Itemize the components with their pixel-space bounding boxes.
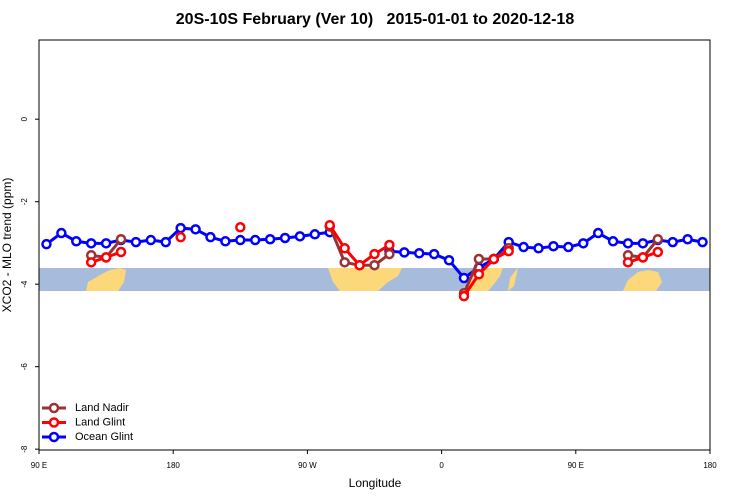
- x-tick-label: 90 E: [568, 461, 584, 470]
- data-point: [175, 231, 186, 243]
- data-point: [458, 272, 470, 284]
- x-tick-label: 90 E: [31, 461, 47, 470]
- data-point: [652, 233, 664, 245]
- data-point: [130, 236, 142, 248]
- data-point: [71, 236, 82, 247]
- data-point: [160, 236, 171, 248]
- data-point: [100, 238, 112, 249]
- legend-label: Land Glint: [75, 416, 125, 428]
- data-point: [533, 243, 544, 254]
- data-point: [205, 231, 216, 243]
- legend-marker: [48, 402, 60, 414]
- data-point: [100, 252, 112, 263]
- x-tick-label: 180: [703, 461, 717, 470]
- data-point: [235, 234, 246, 246]
- data-point: [458, 290, 470, 302]
- data-point: [115, 246, 127, 258]
- land-shape: [328, 268, 402, 291]
- y-tick-label: -2: [20, 198, 29, 206]
- plot-frame: [38, 39, 711, 451]
- legend-marker: [48, 417, 60, 428]
- data-point: [264, 233, 276, 245]
- data-point: [175, 222, 186, 234]
- data-point: [607, 236, 619, 247]
- data-point: [503, 245, 514, 257]
- data-point: [294, 231, 306, 242]
- data-point: [85, 257, 97, 268]
- y-tick-label: -8: [20, 445, 29, 453]
- data-point: [563, 241, 574, 253]
- data-point: [413, 247, 425, 259]
- data-point: [309, 229, 321, 240]
- x-axis-label: Longitude: [349, 476, 402, 490]
- data-point: [548, 240, 559, 252]
- data-point: [339, 257, 350, 268]
- x-tick-label: 180: [167, 461, 181, 470]
- chart-title: 20S-10S February (Ver 10) 2015-01-01 to …: [176, 11, 575, 28]
- legend-marker: [48, 431, 60, 443]
- data-point: [384, 248, 395, 260]
- data-point: [622, 257, 634, 268]
- data-point: [279, 232, 291, 244]
- data-point: [220, 236, 231, 247]
- data-point: [473, 253, 485, 265]
- data-point: [145, 234, 157, 246]
- data-point: [428, 248, 440, 260]
- data-point: [682, 233, 693, 245]
- map-band: [39, 268, 710, 291]
- data-point: [697, 236, 708, 248]
- y-tick-label: -6: [20, 363, 29, 371]
- data-point: [369, 259, 380, 271]
- y-tick-label: -4: [20, 280, 29, 288]
- y-tick-label: 0: [20, 116, 29, 121]
- data-point: [115, 233, 127, 245]
- data-point: [85, 238, 97, 249]
- data-point: [443, 255, 455, 266]
- land-shape: [508, 268, 518, 291]
- data-point: [384, 239, 395, 251]
- data-point: [41, 238, 52, 250]
- data-point: [190, 224, 201, 235]
- land-shape: [623, 270, 662, 291]
- legend-label: Land Nadir: [75, 402, 129, 414]
- data-point: [249, 234, 261, 246]
- data-point: [354, 259, 365, 271]
- data-point: [637, 252, 649, 263]
- x-tick-label: 90 W: [298, 461, 317, 470]
- data-point: [592, 227, 604, 239]
- x-tick-label: 0: [439, 461, 444, 470]
- data-point: [652, 246, 664, 258]
- data-point: [369, 248, 380, 260]
- data-point: [235, 222, 246, 233]
- data-point: [399, 247, 410, 258]
- data-point: [339, 243, 350, 254]
- data-point: [637, 238, 649, 249]
- data-point: [622, 238, 634, 249]
- legend-label: Ocean Glint: [75, 431, 133, 443]
- data-point: [518, 241, 529, 253]
- data-point: [473, 269, 485, 280]
- data-point: [578, 238, 589, 249]
- data-point: [56, 227, 67, 239]
- land-shape: [86, 268, 126, 291]
- data-point: [667, 236, 678, 248]
- data-point: [324, 219, 336, 231]
- data-point: [488, 253, 500, 265]
- y-axis-label: XCO2 - MLO trend (ppm): [0, 178, 14, 313]
